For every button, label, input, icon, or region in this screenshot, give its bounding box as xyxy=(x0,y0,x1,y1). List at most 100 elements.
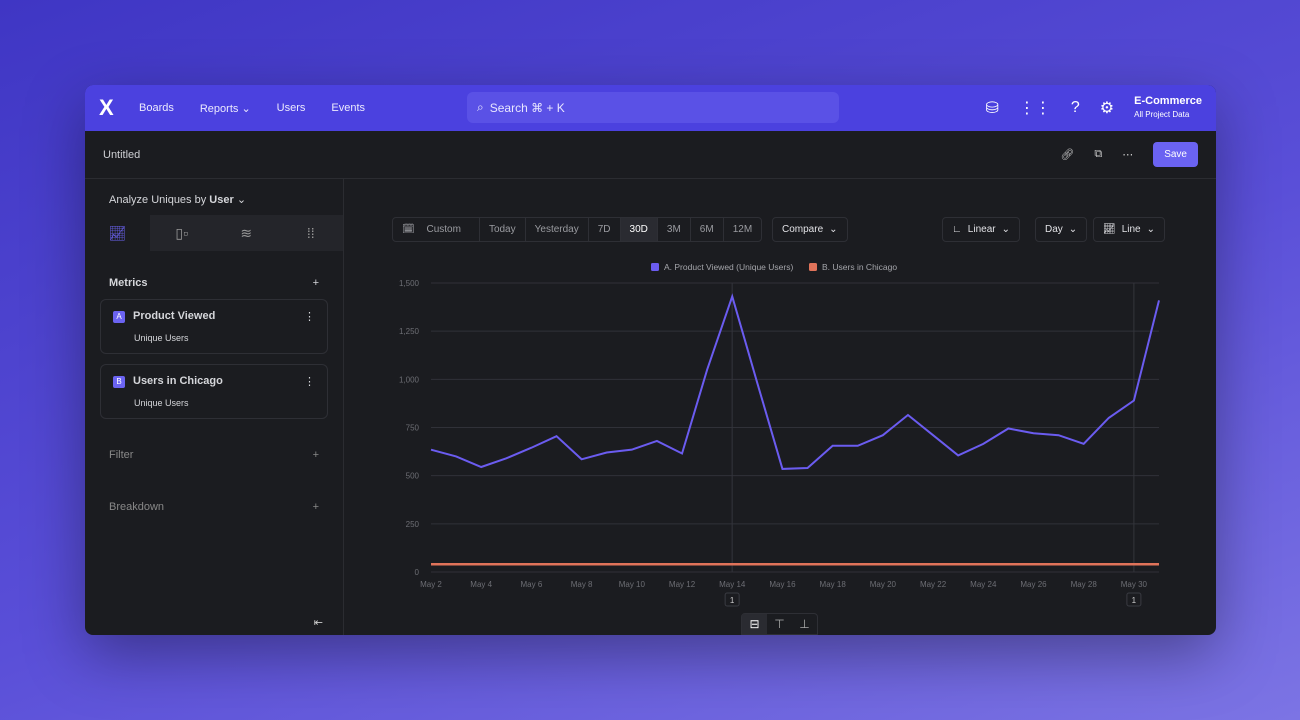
axis-icon: ∟ xyxy=(952,224,962,235)
nav-boards[interactable]: Boards xyxy=(139,102,174,114)
metric-badge: A xyxy=(113,311,125,323)
x-tick-label: May 24 xyxy=(970,580,997,589)
range-30d[interactable]: 30D xyxy=(620,218,658,241)
database-icon[interactable]: ⛁ xyxy=(985,100,999,117)
nav-reports-label: Reports xyxy=(199,102,239,115)
x-tick-label: May 6 xyxy=(521,580,543,589)
y-tick-label: 1,250 xyxy=(399,327,420,336)
scale-select[interactable]: ∟ Linear ⌄ xyxy=(942,217,1020,242)
range-today[interactable]: Today xyxy=(480,218,526,241)
scale-label: Linear xyxy=(967,224,996,235)
range-12m[interactable]: 12M xyxy=(732,224,753,235)
retention-tab-icon[interactable]: ⁞⁞ xyxy=(278,215,343,251)
range-6m[interactable]: 6M xyxy=(691,218,724,241)
y-tick-label: 1,500 xyxy=(399,279,420,288)
compare-label: Compare xyxy=(782,224,824,235)
save-button[interactable]: Save xyxy=(1153,142,1198,167)
x-tick-label: May 30 xyxy=(1121,580,1148,589)
range-7d[interactable]: 7D xyxy=(589,218,621,241)
add-breakdown-icon[interactable]: + xyxy=(312,501,319,513)
chevron-down-icon: ⌄ xyxy=(241,102,251,115)
y-tick-label: 500 xyxy=(406,472,420,481)
add-metric-icon[interactable]: + xyxy=(312,277,319,289)
analyze-selector[interactable]: Analyze Uniques by User ⌄ xyxy=(109,194,247,206)
y-tick-label: 250 xyxy=(406,520,420,529)
metric-card-a[interactable]: A Product Viewed Unique Users ⋮ xyxy=(100,299,328,354)
funnels-tab-icon[interactable]: ▯▫ xyxy=(149,215,214,251)
interval-select[interactable]: Day ⌄ xyxy=(1035,217,1088,242)
search-input[interactable]: ⌕ Search ⌘ + K xyxy=(467,92,839,123)
metric-title: Users in Chicago xyxy=(133,375,223,387)
help-icon[interactable]: ? xyxy=(1070,99,1080,116)
interval-label: Day xyxy=(1045,224,1063,235)
legend-label: A. Product Viewed (Unique Users) xyxy=(664,262,793,272)
duplicate-icon[interactable]: ⧉ xyxy=(1094,148,1103,160)
metrics-heading: Metrics xyxy=(109,277,148,289)
metric-sub: Unique Users xyxy=(134,333,189,343)
x-tick-label: May 4 xyxy=(470,580,492,589)
x-tick-label: May 20 xyxy=(870,580,897,589)
chart-type-label: Line xyxy=(1121,224,1141,235)
metric-badge: B xyxy=(113,376,125,388)
x-tick-label: May 12 xyxy=(669,580,696,589)
project-sub: All Project Data xyxy=(1134,110,1190,119)
x-tick-label: May 14 xyxy=(719,580,746,589)
add-filter-icon[interactable]: + xyxy=(312,449,319,461)
kebab-icon[interactable]: ⋮ xyxy=(304,376,315,388)
nav-users[interactable]: Users xyxy=(276,102,306,114)
split-layout-icon[interactable]: ⊟ xyxy=(742,614,767,634)
bottom-layout-icon[interactable]: ⊥ xyxy=(799,617,810,631)
legend-swatch xyxy=(809,263,817,271)
line-chart-icon: 📈︎ xyxy=(1103,224,1116,235)
logo[interactable]: X xyxy=(99,95,114,120)
link-icon[interactable]: 🔗︎ xyxy=(1060,149,1075,161)
metric-sub: Unique Users xyxy=(134,398,189,408)
more-icon[interactable]: ⋯ xyxy=(1122,149,1134,161)
project-name: E-Commerce xyxy=(1134,95,1202,107)
report-title[interactable]: Untitled xyxy=(103,148,141,161)
annotation-label: 1 xyxy=(730,596,735,605)
y-tick-label: 750 xyxy=(406,424,420,433)
x-tick-label: May 10 xyxy=(619,580,646,589)
layout-switcher: ⊟ ⊤ ⊥ xyxy=(741,613,818,635)
breakdown-heading: Breakdown xyxy=(109,501,165,513)
range-label: Custom xyxy=(426,224,461,235)
nav-reports[interactable]: Reports ⌄ xyxy=(200,102,251,115)
x-tick-label: May 8 xyxy=(571,580,593,589)
legend-label: B. Users in Chicago xyxy=(822,262,897,272)
report-header: Untitled 🔗︎ ⧉ ⋯ Save xyxy=(85,131,1216,179)
top-layout-icon[interactable]: ⊤ xyxy=(774,617,785,631)
project-selector[interactable]: E-Commerce All Project Data xyxy=(1134,95,1202,121)
app-window: X Boards Reports ⌄ Users Events ⌕ Search … xyxy=(85,85,1216,635)
nav-events[interactable]: Events xyxy=(331,102,366,114)
gear-icon[interactable]: ⚙ xyxy=(1099,100,1115,117)
annotation-marker xyxy=(1126,592,1142,607)
x-tick-label: May 26 xyxy=(1020,580,1047,589)
metric-card-b[interactable]: B Users in Chicago Unique Users ⋮ xyxy=(100,364,328,419)
flows-tab-icon[interactable]: ≋ xyxy=(214,215,279,251)
kebab-icon[interactable]: ⋮ xyxy=(304,311,315,323)
metric-title: Product Viewed xyxy=(133,310,216,322)
range-yesterday[interactable]: Yesterday xyxy=(526,218,589,241)
top-nav: X Boards Reports ⌄ Users Events ⌕ Search … xyxy=(85,85,1216,131)
analyze-label: Analyze Uniques by xyxy=(109,194,207,206)
apps-grid-icon[interactable]: ⋮⋮ xyxy=(1018,100,1051,117)
annotation-marker xyxy=(724,592,740,607)
y-tick-label: 0 xyxy=(415,568,420,577)
compare-button[interactable]: Compare ⌄ xyxy=(772,217,848,242)
y-tick-label: 1,000 xyxy=(399,375,420,384)
x-tick-label: May 28 xyxy=(1071,580,1098,589)
x-tick-label: May 22 xyxy=(920,580,947,589)
insights-tab-icon[interactable]: 📈︎ xyxy=(85,215,150,251)
range-custom[interactable]: 🗓︎ Custom xyxy=(393,218,480,241)
filter-heading: Filter xyxy=(109,449,134,461)
sidebar: Analyze Uniques by User ⌄ 📈︎ ▯▫ ≋ ⁞⁞ Met… xyxy=(85,179,344,635)
chart-type-select[interactable]: 📈︎ Line ⌄ xyxy=(1093,217,1165,242)
analyze-value: User xyxy=(209,194,234,206)
x-tick-label: May 16 xyxy=(769,580,796,589)
annotation-label: 1 xyxy=(1132,596,1137,605)
range-3m[interactable]: 3M xyxy=(658,218,691,241)
collapse-sidebar-icon[interactable]: ⇤ xyxy=(313,617,323,629)
search-icon: ⌕ xyxy=(477,100,484,114)
search-placeholder: Search ⌘ + K xyxy=(489,100,565,115)
